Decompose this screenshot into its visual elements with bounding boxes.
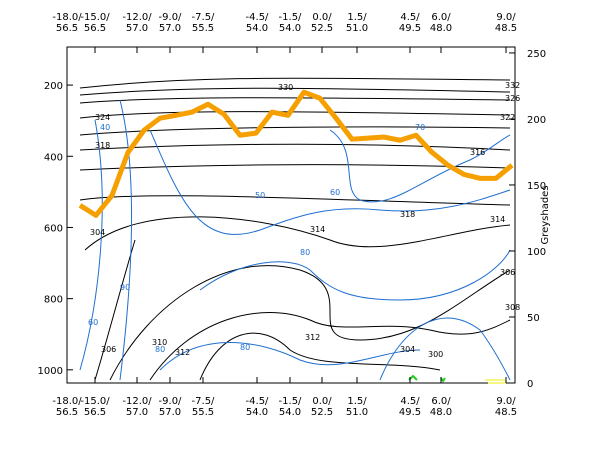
x-tick-label: -7.5/: [192, 12, 216, 23]
x-tick-label: -18.0/: [52, 396, 82, 407]
x-tick-label: 54.0: [246, 23, 268, 34]
x-tick-label: 49.5: [399, 23, 421, 34]
contour-label: 306: [500, 268, 515, 277]
contour-label: 300: [428, 350, 443, 359]
x-tick-label: 52.5: [311, 23, 333, 34]
x-tick-label: 52.5: [311, 407, 333, 418]
x-tick-label: 6.0/: [431, 396, 451, 407]
contour-label: 60: [88, 318, 98, 327]
x-tick-label: -4.5/: [246, 396, 270, 407]
y2-tick-label: 250: [527, 49, 546, 60]
y-tick-label: 600: [44, 223, 63, 234]
x-tick-label: 48.0: [430, 23, 452, 34]
contour-label: 80: [300, 248, 310, 257]
x-tick-label: 6.0/: [431, 12, 451, 23]
x-tick-label: 51.0: [346, 23, 368, 34]
y2-axis-label: Greyshades: [540, 185, 551, 244]
y-tick-label: 800: [44, 295, 63, 306]
x-tick-label: 57.0: [126, 407, 148, 418]
x-tick-label: 51.0: [346, 407, 368, 418]
x-tick-label: -9.0/: [159, 12, 183, 23]
x-tick-label: 0.0/: [312, 396, 332, 407]
x-tick-label: -1.5/: [279, 12, 303, 23]
y2-tick-label: 100: [527, 247, 546, 258]
x-tick-label: 55.5: [192, 407, 214, 418]
contour-label: 40: [100, 123, 110, 132]
x-tick-label: 48.0: [430, 407, 452, 418]
contour-label: 80: [155, 345, 165, 354]
x-tick-label: 9.0/: [496, 12, 516, 23]
contour-label: 60: [330, 188, 340, 197]
x-tick-label: 56.5: [84, 23, 106, 34]
x-tick-label: 54.0: [279, 407, 301, 418]
x-tick-label: 57.0: [126, 23, 148, 34]
x-tick-label: -4.5/: [246, 12, 270, 23]
x-tick-label: 56.5: [84, 407, 106, 418]
x-tick-label: 48.5: [495, 407, 517, 418]
x-tick-label: 56.5: [56, 23, 78, 34]
contour-label: 306: [101, 345, 116, 354]
contour-label: 304: [90, 228, 105, 237]
contour-label: 308: [505, 303, 520, 312]
x-tick-label: 1.5/: [347, 12, 367, 23]
contour-label: 80: [240, 343, 250, 352]
x-tick-label: 0.0/: [312, 12, 332, 23]
y-tick-label: 200: [44, 81, 63, 92]
contour-label: 318: [95, 141, 110, 150]
contours: [79, 77, 511, 381]
x-tick-label: 4.5/: [400, 12, 420, 23]
contour-label: 312: [305, 333, 320, 342]
x-tick-label: -15.0/: [80, 12, 110, 23]
contour-label: 314: [490, 215, 505, 224]
x-tick-label: 54.0: [246, 407, 268, 418]
contour-label: 318: [400, 210, 415, 219]
x-tick-label: 48.5: [495, 23, 517, 34]
contour-label: 70: [415, 123, 425, 132]
x-tick-label: 54.0: [279, 23, 301, 34]
x-tick-label: -9.0/: [159, 396, 183, 407]
contour-label: 310: [152, 338, 167, 347]
contour-label: 304: [400, 345, 415, 354]
contour-label: 312: [175, 348, 190, 357]
contour-label: 332: [505, 81, 520, 90]
x-tick-label: 57.0: [159, 407, 181, 418]
x-tick-label: 57.0: [159, 23, 181, 34]
contour-label: 324: [95, 113, 110, 122]
x-tick-label: 9.0/: [496, 396, 516, 407]
y2-tick-label: 50: [527, 313, 540, 324]
y2-tick-label: 150: [527, 181, 546, 192]
x-tick-label: -12.0/: [122, 12, 152, 23]
contour-label: 90: [120, 283, 130, 292]
y2-tick-label: 0: [527, 379, 533, 390]
marker-bar: [485, 379, 506, 384]
contour-label: 322: [500, 113, 515, 122]
x-tick-label: -1.5/: [279, 396, 303, 407]
x-tick-label: 49.5: [399, 407, 421, 418]
data-line: [78, 89, 514, 218]
markers: [408, 374, 446, 383]
x-tick-label: -15.0/: [80, 396, 110, 407]
contour-label: 314: [310, 225, 325, 234]
x-tick-label: 55.5: [192, 23, 214, 34]
contour-label: 316: [470, 148, 485, 157]
contour-label: 50: [255, 191, 265, 200]
contour-label: 330: [278, 83, 293, 92]
x-tick-label: -12.0/: [122, 396, 152, 407]
x-tick-label: -18.0/: [52, 12, 82, 23]
y-tick-label: 400: [44, 152, 63, 163]
contour-label: 326: [505, 94, 520, 103]
x-tick-label: -7.5/: [192, 396, 216, 407]
y-tick-label: 1000: [38, 366, 63, 377]
x-tick-label: 4.5/: [400, 396, 420, 407]
x-tick-label: 1.5/: [347, 396, 367, 407]
y2-tick-label: 200: [527, 115, 546, 126]
x-tick-label: 56.5: [56, 407, 78, 418]
plot-frame: [66, 46, 516, 384]
